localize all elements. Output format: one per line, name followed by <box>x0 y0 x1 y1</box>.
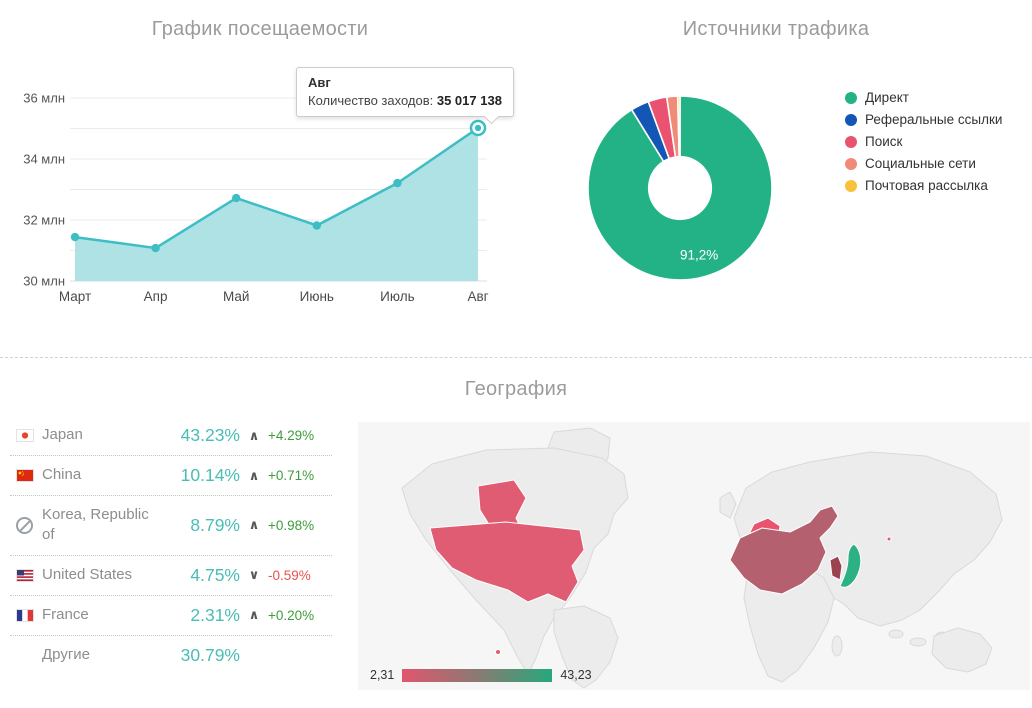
trend-up-icon: ∧ <box>248 517 260 533</box>
country-name: China <box>42 466 82 484</box>
country-row-japan: Japan 43.23% ∧ +4.29% <box>10 416 332 456</box>
data-point[interactable] <box>151 243 160 253</box>
madagascar-shape[interactable] <box>831 635 843 657</box>
scale-min-label: 2,31 <box>370 668 395 682</box>
y-tick-label: 34 млн <box>23 152 65 167</box>
y-tick-label: 32 млн <box>23 213 65 228</box>
country-row-others: Другие 30.79% <box>10 636 332 675</box>
tooltip-value: 35 017 138 <box>436 93 502 108</box>
country-row-korea: Korea, Republic of 8.79% ∧ +0.98% <box>10 496 332 556</box>
data-point[interactable] <box>232 193 241 203</box>
country-share: 2.31% <box>190 604 240 625</box>
france-flag-icon <box>16 608 42 622</box>
legend-item-social[interactable]: Социальные сети <box>845 156 1002 171</box>
country-change: +4.29% <box>268 428 315 443</box>
x-tick-label: Июль <box>380 289 414 304</box>
country-list: Japan 43.23% ∧ +4.29% China 10.14% ∧ +0.… <box>10 416 332 675</box>
x-tick-label: Май <box>223 289 249 304</box>
country-share: 30.79% <box>180 644 240 665</box>
direct-dot-icon <box>845 91 857 104</box>
australia-shape[interactable] <box>931 627 993 673</box>
country-row-france: France 2.31% ∧ +0.20% <box>10 596 332 636</box>
legend-item-mail[interactable]: Почтовая рассылка <box>845 178 1002 193</box>
country-change: -0.59% <box>268 567 311 583</box>
data-point[interactable] <box>393 178 402 188</box>
traffic-sources-title: Источники трафика <box>682 18 870 40</box>
usa-highlight[interactable] <box>429 521 585 603</box>
japan-highlight[interactable] <box>839 543 862 588</box>
japan-flag-icon <box>16 429 42 442</box>
mail-dot-icon <box>845 179 857 192</box>
world-map[interactable] <box>358 422 1030 690</box>
data-point[interactable] <box>70 232 80 242</box>
legend-item-direct[interactable]: Директ <box>845 90 1002 105</box>
x-tick-label: Март <box>59 289 91 304</box>
highlighted-data-point-core <box>474 124 482 132</box>
china-flag-icon <box>16 469 42 482</box>
country-row-china: China 10.14% ∧ +0.71% <box>10 456 332 496</box>
tooltip-month: Авг <box>308 75 331 90</box>
visits-chart-title: График посещаемости <box>151 18 369 40</box>
country-share: 10.14% <box>180 465 240 485</box>
trend-up-icon: ∧ <box>248 427 260 443</box>
world-map-panel: 2,31 43,23 <box>358 422 1030 690</box>
uk-shape[interactable] <box>719 491 737 519</box>
trend-down-icon: ∨ <box>248 567 260 582</box>
trend-line <box>74 126 479 250</box>
country-name: France <box>42 605 89 623</box>
social-dot-icon <box>845 157 857 170</box>
country-share: 4.75% <box>190 564 240 585</box>
legend-item-search[interactable]: Поиск <box>845 134 1002 149</box>
pie-slice-Почтовая рассылка[interactable] <box>676 95 681 158</box>
section-divider <box>0 357 1032 358</box>
pie-slice-Директ[interactable] <box>587 95 773 281</box>
us-flag-icon <box>16 568 42 582</box>
referral-dot-icon <box>845 113 857 126</box>
country-name: Другие <box>42 645 91 663</box>
country-row-united-states: United States 4.75% ∨ -0.59% <box>10 556 332 596</box>
pie-legend: Директ Реферальные ссылки Поиск Социальн… <box>845 90 1002 200</box>
trend-up-icon: ∧ <box>248 467 260 483</box>
island-shape[interactable] <box>888 629 904 639</box>
small-island-highlight[interactable] <box>886 536 892 542</box>
trend-up-icon: ∧ <box>248 607 260 622</box>
country-share: 43.23% <box>180 425 240 445</box>
scale-max-label: 43,23 <box>560 668 592 682</box>
x-tick-label: Апр <box>144 289 168 304</box>
x-tick-label: Авг <box>467 289 488 304</box>
traffic-sources-donut[interactable]: 91,2% <box>585 93 775 283</box>
visits-area-chart[interactable]: 30 млн 32 млн 34 млн 36 млн Март Апр Май Июнь Ию… <box>0 85 500 313</box>
search-dot-icon <box>845 135 857 148</box>
y-tick-label: 30 млн <box>23 274 65 289</box>
pie-slice-label: 91,2% <box>680 247 718 262</box>
island-shape[interactable] <box>909 637 927 647</box>
country-share: 8.79% <box>190 514 240 535</box>
country-change: +0.98% <box>268 517 315 533</box>
country-name: United States <box>42 565 133 583</box>
x-tick-label: Июнь <box>300 289 334 304</box>
tooltip-text: Количество заходов: 35 017 138 <box>308 93 502 108</box>
china-highlight[interactable] <box>729 505 839 595</box>
country-name: Korea, Republic of <box>42 506 149 544</box>
geography-title: География <box>464 378 568 400</box>
country-change: +0.71% <box>268 468 315 483</box>
country-name: Japan <box>42 426 83 444</box>
hawaii-highlight[interactable] <box>495 649 501 655</box>
gradient-bar <box>402 668 553 682</box>
country-change: +0.20% <box>268 607 315 623</box>
data-point[interactable] <box>312 221 321 230</box>
chart-tooltip: Авг Количество заходов: 35 017 138 <box>296 67 514 117</box>
legend-item-referral[interactable]: Реферальные ссылки <box>845 112 1002 127</box>
no-flag-icon <box>16 516 42 534</box>
y-tick-label: 36 млн <box>23 91 65 106</box>
south-america-shape[interactable] <box>553 605 619 689</box>
area-fill <box>75 127 478 281</box>
map-color-scale: 2,31 43,23 <box>370 668 592 682</box>
korea-highlight[interactable] <box>829 555 843 581</box>
